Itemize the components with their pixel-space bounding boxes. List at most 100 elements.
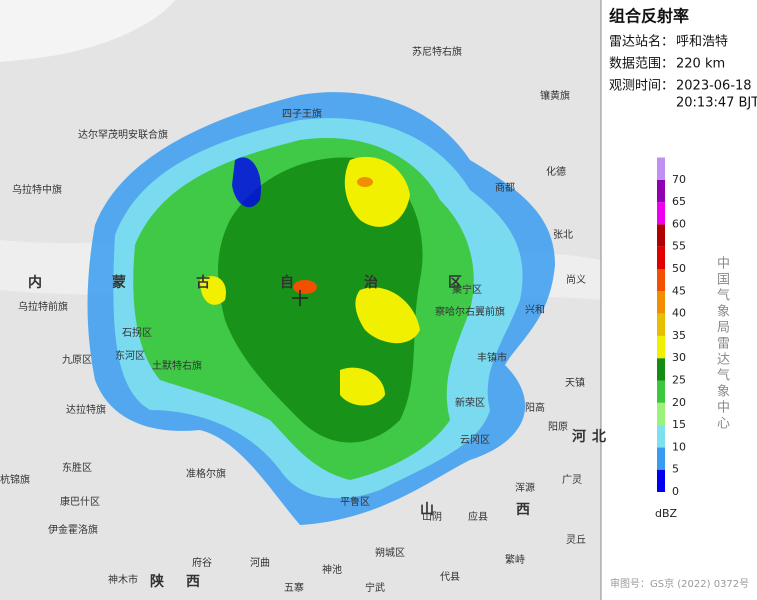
region-label: 山西 (420, 502, 612, 518)
region-label: 陕西 (150, 573, 222, 590)
legend-tick-label: 30 (672, 351, 686, 364)
place-label: 尚义 (566, 273, 586, 286)
place-label: 达尔罕茂明安联合旗 (78, 128, 168, 141)
place-label: 察哈尔右翼前旗 (435, 305, 505, 318)
legend-swatch (657, 179, 665, 203)
legend-tick-label: 40 (672, 307, 686, 320)
place-label: 九原区 (62, 354, 92, 366)
legend-tick-label: 35 (672, 329, 686, 342)
region-label: 河北 (572, 428, 612, 445)
place-label: 东胜区 (62, 461, 92, 474)
info-value: 呼和浩特 (676, 35, 728, 50)
place-label: 山阴 (422, 511, 442, 523)
legend-tick-label: 0 (672, 485, 679, 498)
place-label: 兴和 (525, 304, 545, 316)
place-label: 繁峙 (505, 553, 525, 566)
radar-echo (344, 156, 410, 227)
place-label: 商都 (495, 181, 515, 194)
place-label: 天镇 (565, 376, 585, 389)
legend-swatch (657, 269, 665, 292)
place-label: 达拉特旗 (66, 403, 106, 416)
legend-tick-label: 15 (672, 418, 686, 431)
radar-station (292, 290, 308, 306)
info-label: 数据范围： (609, 57, 674, 72)
radar-echo (355, 287, 420, 344)
legend-swatch (657, 335, 665, 359)
legend-tick-label: 45 (672, 284, 686, 297)
place-label: 广灵 (562, 474, 582, 486)
place-label: 苏尼特右旗 (412, 45, 462, 58)
radar-echo (357, 177, 373, 187)
place-label: 阳原 (548, 421, 568, 433)
legend-tick-label: 25 (672, 374, 686, 387)
place-label: 镶黄旗 (540, 89, 570, 102)
place-label: 云冈区 (460, 434, 490, 446)
info-label: 雷达站名： (609, 34, 674, 50)
place-label: 康巴什区 (60, 495, 100, 508)
place-label: 土默特右旗 (152, 359, 202, 372)
info-value: 2023-06-18 (676, 79, 752, 94)
place-label: 河曲 (250, 557, 270, 569)
legend-unit: dBZ (655, 507, 678, 520)
credit: 中国气象局雷达气象中心 (714, 256, 729, 432)
legend-tick-label: 70 (672, 173, 686, 186)
legend-swatch (657, 425, 665, 448)
place-label: 四子王旗 (282, 107, 322, 120)
legend-swatch (657, 313, 665, 336)
legend-tick-label: 55 (672, 240, 686, 253)
legend-swatch (657, 224, 665, 247)
legend-tick-label: 50 (672, 262, 686, 275)
info-value: 20:13:47 BJT (676, 96, 757, 111)
legend-tick-label: 20 (672, 396, 686, 409)
region-label: 内蒙古自治区 (28, 274, 532, 291)
place-label: 应县 (468, 510, 488, 523)
legend-tick-label: 10 (672, 440, 686, 453)
legend-swatch (657, 469, 665, 492)
place-label: 神木市 (108, 573, 138, 586)
info-label: 观测时间： (609, 79, 674, 94)
legend-swatch (657, 402, 665, 426)
place-label: 阳高 (525, 401, 545, 414)
legend-swatch (657, 246, 665, 269)
approval-number: 审图号：GS京 (2022) 0372号 (610, 577, 749, 590)
place-label: 化德 (546, 165, 566, 178)
place-label: 神池 (322, 563, 342, 576)
place-label: 宁武 (365, 581, 385, 594)
radar-echo (218, 157, 423, 443)
legend-swatch (657, 447, 665, 470)
panel-title: 组合反射率 (609, 7, 689, 26)
place-label: 平鲁区 (340, 495, 370, 508)
place-label: 五寨 (284, 581, 304, 594)
place-label: 杭锦旗 (0, 473, 30, 486)
place-label: 朔城区 (375, 546, 405, 559)
legend-tick-label: 60 (672, 217, 686, 230)
place-label: 府谷 (192, 556, 212, 569)
place-label: 乌拉特中旗 (12, 183, 62, 196)
radar-echo (232, 157, 261, 208)
legend-swatch (657, 157, 665, 180)
place-label: 张北 (553, 229, 573, 241)
radar-echo (340, 367, 385, 406)
place-label: 乌拉特前旗 (18, 300, 68, 313)
place-label: 东河区 (115, 349, 145, 362)
place-label: 伊金霍洛旗 (48, 523, 98, 536)
legend-swatch (657, 380, 665, 403)
place-label: 石拐区 (122, 326, 152, 339)
legend-swatch (657, 291, 665, 314)
place-label: 丰镇市 (477, 351, 507, 364)
legend-swatch (657, 202, 665, 225)
place-label: 代县 (440, 571, 460, 583)
radar-echo (293, 280, 317, 294)
legend-tick-label: 65 (672, 195, 686, 208)
legend-tick-label: 5 (672, 463, 679, 476)
map-terrain (0, 0, 175, 62)
place-label: 新荣区 (455, 396, 485, 409)
legend-swatch (657, 358, 665, 381)
place-label: 浑源 (515, 481, 535, 494)
place-label: 准格尔旗 (186, 467, 226, 480)
place-label: 集宁区 (452, 283, 482, 296)
info-value: 220 km (676, 57, 725, 72)
radar-echo (200, 276, 226, 305)
